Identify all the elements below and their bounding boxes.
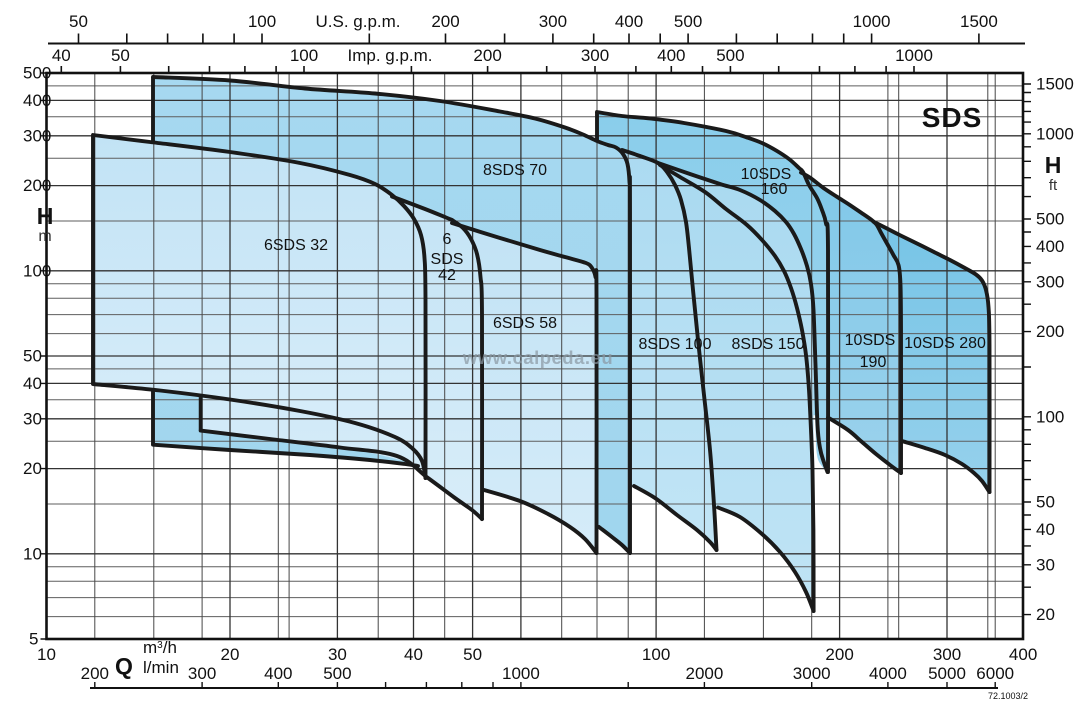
svg-text:8SDS 70: 8SDS 70 [483, 162, 547, 179]
svg-text:72.1003/2: 72.1003/2 [988, 691, 1028, 701]
svg-text:8SDS 150: 8SDS 150 [732, 336, 805, 353]
svg-text:20: 20 [1036, 605, 1055, 624]
svg-text:300: 300 [933, 645, 961, 664]
svg-text:50: 50 [1036, 493, 1055, 512]
svg-text:5: 5 [29, 630, 38, 649]
svg-text:300: 300 [188, 664, 216, 683]
svg-text:1500: 1500 [1036, 75, 1074, 94]
svg-text:H: H [1045, 152, 1062, 178]
svg-text:400: 400 [23, 91, 51, 110]
svg-text:500: 500 [323, 664, 351, 683]
svg-text:4000: 4000 [869, 664, 907, 683]
svg-text:50: 50 [69, 12, 88, 31]
svg-text:10: 10 [37, 645, 56, 664]
svg-text:100: 100 [23, 261, 51, 280]
svg-text:10: 10 [23, 544, 42, 563]
svg-text:m: m [38, 228, 51, 245]
svg-text:100: 100 [248, 12, 276, 31]
svg-text:200: 200 [431, 12, 459, 31]
svg-text:500: 500 [23, 64, 51, 83]
svg-text:500: 500 [674, 12, 702, 31]
svg-text:ft: ft [1049, 177, 1058, 194]
svg-text:40: 40 [404, 645, 423, 664]
svg-text:5000: 5000 [928, 664, 966, 683]
svg-text:SDS: SDS [431, 251, 464, 268]
svg-text:200: 200 [1036, 322, 1064, 341]
svg-text:400: 400 [1009, 645, 1037, 664]
svg-text:50: 50 [23, 347, 42, 366]
svg-text:30: 30 [1036, 555, 1055, 574]
svg-text:www.calpeda.eu: www.calpeda.eu [462, 347, 613, 368]
svg-text:6000: 6000 [976, 664, 1014, 683]
svg-text:100: 100 [290, 46, 318, 65]
svg-text:50: 50 [463, 645, 482, 664]
svg-text:40: 40 [23, 374, 42, 393]
svg-text:6SDS 58: 6SDS 58 [493, 315, 557, 332]
svg-text:200: 200 [81, 664, 109, 683]
svg-text:300: 300 [539, 12, 567, 31]
svg-text:400: 400 [1036, 237, 1064, 256]
svg-text:100: 100 [642, 645, 670, 664]
svg-text:42: 42 [438, 267, 456, 284]
svg-text:190: 190 [860, 354, 887, 371]
svg-text:2000: 2000 [685, 664, 723, 683]
svg-text:Imp. g.p.m.: Imp. g.p.m. [347, 46, 432, 65]
svg-text:1500: 1500 [960, 12, 998, 31]
svg-text:10SDS: 10SDS [741, 166, 792, 183]
svg-text:6SDS 32: 6SDS 32 [264, 237, 328, 254]
svg-text:10SDS 280: 10SDS 280 [904, 335, 986, 352]
svg-text:l/min: l/min [143, 658, 179, 677]
svg-text:6: 6 [443, 231, 452, 248]
svg-text:Q: Q [115, 653, 133, 679]
svg-text:3000: 3000 [793, 664, 831, 683]
svg-text:20: 20 [221, 645, 240, 664]
svg-text:30: 30 [328, 645, 347, 664]
svg-text:500: 500 [716, 46, 744, 65]
svg-text:H: H [37, 203, 54, 229]
svg-text:200: 200 [23, 176, 51, 195]
svg-text:160: 160 [761, 181, 788, 198]
svg-text:50: 50 [111, 46, 130, 65]
svg-text:300: 300 [581, 46, 609, 65]
svg-text:1000: 1000 [853, 12, 891, 31]
svg-text:400: 400 [615, 12, 643, 31]
svg-text:SDS: SDS [922, 102, 983, 133]
svg-text:U.S. g.p.m.: U.S. g.p.m. [315, 12, 400, 31]
svg-text:30: 30 [23, 409, 42, 428]
svg-text:20: 20 [23, 459, 42, 478]
svg-text:m3/h: m3/h [143, 638, 177, 657]
svg-text:300: 300 [1036, 272, 1064, 291]
svg-text:100: 100 [1036, 407, 1064, 426]
svg-text:200: 200 [825, 645, 853, 664]
svg-text:1000: 1000 [895, 46, 933, 65]
svg-text:400: 400 [657, 46, 685, 65]
svg-text:1000: 1000 [502, 664, 540, 683]
svg-text:40: 40 [52, 46, 71, 65]
svg-text:200: 200 [473, 46, 501, 65]
svg-text:500: 500 [1036, 210, 1064, 229]
svg-text:40: 40 [1036, 520, 1055, 539]
svg-text:8SDS 100: 8SDS 100 [639, 336, 712, 353]
svg-text:300: 300 [23, 126, 51, 145]
svg-text:10SDS: 10SDS [845, 332, 896, 349]
svg-text:1000: 1000 [1036, 124, 1074, 143]
svg-text:400: 400 [264, 664, 292, 683]
